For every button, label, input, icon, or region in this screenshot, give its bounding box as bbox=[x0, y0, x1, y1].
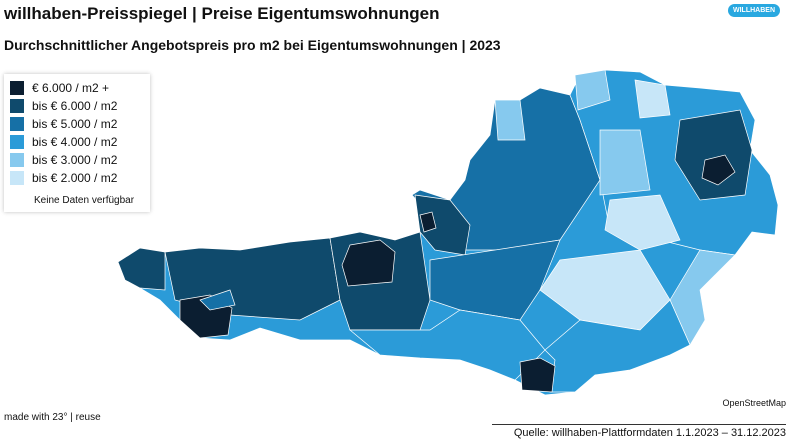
legend-label: bis € 2.000 / m2 bbox=[32, 170, 118, 185]
legend-item[interactable]: bis € 2.000 / m2 bbox=[10, 170, 117, 185]
legend-item[interactable]: bis € 3.000 / m2 bbox=[10, 152, 117, 167]
title: willhaben-Preisspiegel | Preise Eigentum… bbox=[4, 4, 440, 23]
region bbox=[701, 154, 736, 186]
region bbox=[117, 247, 166, 291]
legend-label: bis € 6.000 / m2 bbox=[32, 98, 118, 113]
logo: WILLHABEN bbox=[728, 4, 780, 17]
region bbox=[341, 239, 396, 287]
region bbox=[494, 99, 526, 141]
region bbox=[604, 194, 681, 251]
legend-swatch bbox=[10, 80, 24, 95]
legend-label: € 6.000 / m2 + bbox=[32, 80, 110, 95]
legend-label: bis € 4.000 / m2 bbox=[32, 134, 118, 149]
attribution[interactable]: OpenStreetMap bbox=[722, 398, 786, 408]
subtitle: Durchschnittlicher Angebotspreis pro m2 … bbox=[4, 37, 501, 53]
region bbox=[574, 69, 611, 111]
legend-label: bis € 3.000 / m2 bbox=[32, 152, 118, 167]
legend-label: bis € 5.000 / m2 bbox=[32, 116, 118, 131]
region bbox=[544, 299, 691, 393]
legend-swatch bbox=[10, 134, 24, 149]
legend-swatch bbox=[10, 98, 24, 113]
region bbox=[674, 109, 753, 201]
legend-swatch bbox=[10, 152, 24, 167]
source: Quelle: willhaben-Plattformdaten 1.1.202… bbox=[492, 424, 786, 439]
legend: Keine Daten verfügbar € 6.000 / m2 + bis … bbox=[4, 74, 150, 212]
made-with[interactable]: made with 23° | reuse bbox=[4, 412, 101, 423]
region bbox=[349, 309, 546, 381]
legend-item[interactable]: bis € 6.000 / m2 bbox=[10, 98, 117, 113]
legend-item[interactable]: € 6.000 / m2 + bbox=[10, 80, 109, 95]
region bbox=[634, 79, 671, 119]
region bbox=[419, 211, 437, 233]
legend-swatch bbox=[10, 170, 24, 185]
legend-swatch bbox=[10, 116, 24, 131]
legend-item[interactable]: bis € 4.000 / m2 bbox=[10, 134, 117, 149]
region bbox=[599, 129, 651, 196]
region bbox=[199, 289, 236, 311]
region bbox=[519, 357, 556, 393]
legend-item[interactable]: bis € 5.000 / m2 bbox=[10, 116, 117, 131]
legend-no-data: Keine Daten verfügbar bbox=[34, 195, 135, 206]
